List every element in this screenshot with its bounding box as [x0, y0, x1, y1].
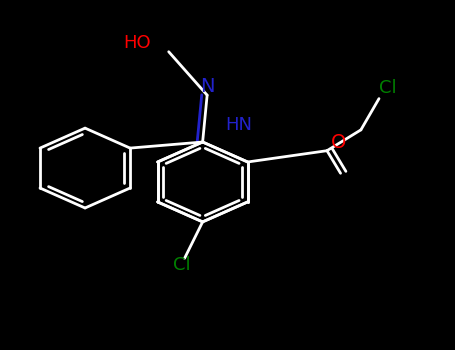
Text: O: O: [331, 133, 346, 152]
Text: Cl: Cl: [379, 79, 397, 97]
Text: HN: HN: [225, 116, 253, 134]
Text: Cl: Cl: [173, 256, 191, 274]
Text: N: N: [200, 77, 214, 96]
Text: HO: HO: [123, 34, 151, 52]
